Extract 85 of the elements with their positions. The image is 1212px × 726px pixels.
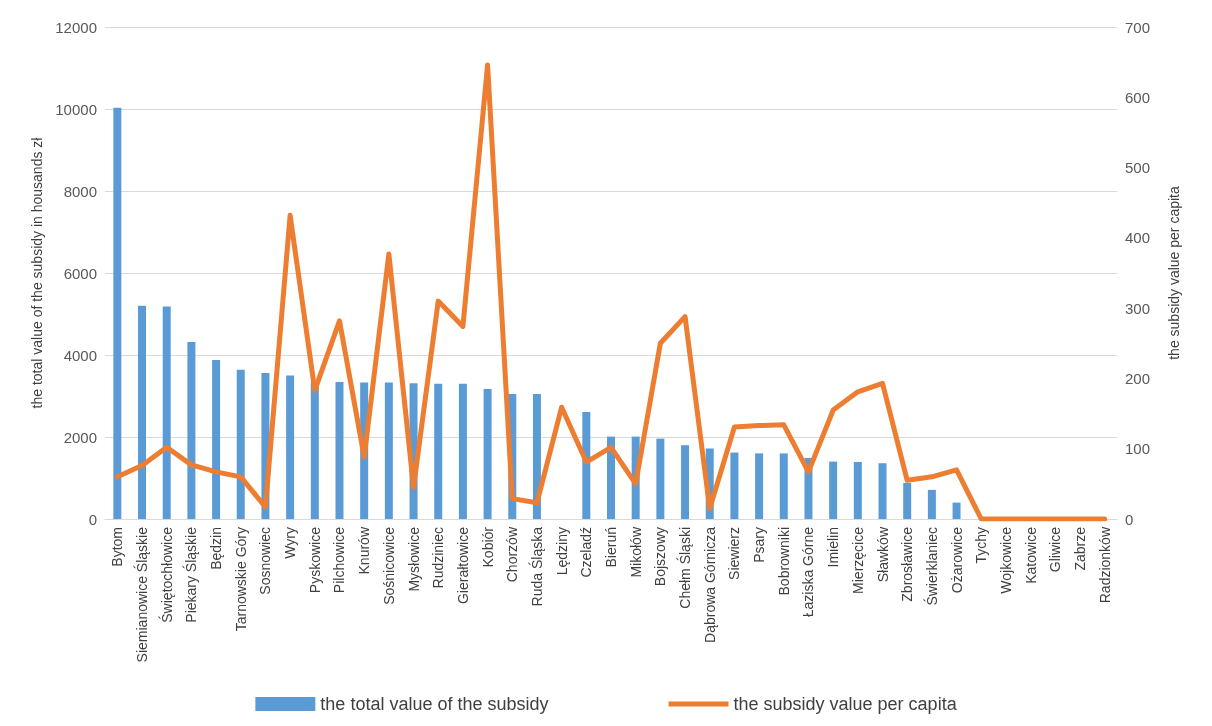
bar (755, 453, 764, 519)
x-tick-label: Bobrowniki (775, 527, 792, 596)
bar (878, 463, 887, 519)
x-tick-label: Bieruń (603, 527, 619, 568)
legend-label: the total value of the subsidy (320, 694, 549, 714)
bar (335, 382, 344, 519)
bar (853, 462, 862, 519)
y-tick-label: 4000 (63, 346, 97, 364)
y-tick-label: 6000 (63, 264, 97, 282)
x-tick-label: Dąbrowa Górnicza (701, 526, 718, 643)
bar (730, 452, 739, 519)
x-tick-label: Imielin (825, 527, 842, 568)
y-tick-label: 0 (88, 510, 97, 528)
x-tick-label: Lędziny (553, 527, 570, 576)
x-tick-label: Siewierz (726, 527, 743, 580)
y-tick-label: 8000 (63, 182, 97, 200)
y2-tick-label: 400 (1125, 229, 1151, 247)
bar (286, 375, 295, 519)
x-tick-label: Mikołów (627, 526, 644, 578)
x-tick-label: Pyskowice (306, 526, 323, 594)
bar (138, 305, 147, 519)
x-tick-label: Sośnicowice (380, 526, 397, 605)
bar (927, 489, 936, 519)
y-tick-label: 12000 (55, 18, 97, 36)
x-tick-label: Radzionków (1096, 526, 1113, 604)
x-tick-label: Sosnowiec (257, 527, 274, 595)
x-tick-label: Tychy (973, 527, 990, 564)
bar (458, 383, 467, 519)
x-tick-label: Knurów (356, 526, 373, 575)
y2-axis-title: the subsidy value per capita (1166, 186, 1182, 360)
x-tick-label: Kobiór (479, 526, 496, 568)
bar (681, 445, 690, 519)
x-tick-label: Zbrosławice (899, 526, 916, 602)
x-tick-label: Katowice (1022, 526, 1039, 584)
y2-tick-label: 700 (1125, 18, 1151, 36)
x-tick-label: Psary (751, 527, 768, 563)
x-tick-label: Chorzów (504, 526, 521, 583)
y2-tick-label: 200 (1125, 369, 1151, 387)
x-tick-label: Mysłowice (405, 526, 422, 592)
x-tick-label: Zabrze (1071, 526, 1088, 571)
x-tick-label: Bojszowy (652, 527, 669, 587)
x-tick-label: Tarnowskie Góry (232, 527, 249, 632)
x-tick-label: Ruda Śląska (527, 526, 545, 607)
bar (236, 369, 245, 519)
bar (384, 382, 393, 519)
bar (162, 306, 171, 519)
y2-tick-label: 300 (1125, 299, 1151, 317)
bar (434, 383, 443, 519)
x-tick-label: Wojkowice (997, 526, 1014, 594)
y2-tick-label: 100 (1125, 440, 1151, 458)
x-tick-label: Ożarowice (948, 526, 965, 594)
x-tick-label: Będzin (208, 527, 225, 570)
bar (607, 436, 615, 519)
y2-tick-label: 600 (1125, 88, 1151, 106)
x-tick-label: Gierałtowice (454, 526, 471, 605)
bar (483, 389, 492, 519)
x-tick-label: Chełm Śląski (676, 527, 694, 609)
x-tick-label: Piekary Śląskie (182, 526, 200, 623)
y-tick-label: 2000 (63, 428, 97, 446)
bar (779, 453, 788, 519)
x-tick-label: Sławków (874, 526, 891, 583)
x-tick-label: Mierzęcice (849, 526, 866, 594)
bar (113, 107, 122, 519)
bar (582, 411, 591, 519)
bar (952, 502, 961, 519)
x-tick-label: Świętochłowice (157, 526, 175, 623)
x-tick-label: Łaziska Górne (800, 526, 817, 618)
x-tick-label: Czeladź (578, 527, 595, 578)
bar (903, 482, 912, 519)
x-tick-label: Bytom (109, 527, 126, 567)
legend-label: the subsidy value per capita (733, 694, 958, 714)
bar (829, 461, 838, 519)
x-tick-label: Rudziniec (430, 527, 447, 589)
bar (656, 438, 665, 519)
x-tick-label: Siemianowice Śląskie (133, 526, 151, 663)
bar (187, 341, 196, 519)
y-tick-label: 10000 (55, 100, 97, 118)
x-tick-label: Świerklaniec (922, 527, 940, 606)
y-axis-title: the total value of the subsidy in housands zł (29, 136, 46, 409)
x-tick-label: Pilchowice (331, 526, 348, 594)
x-tick-label: Gliwice (1047, 526, 1064, 573)
x-tick-label: Wyry (282, 527, 299, 559)
bar (212, 359, 221, 519)
y2-tick-label: 0 (1125, 510, 1134, 528)
y2-tick-label: 500 (1125, 159, 1151, 177)
